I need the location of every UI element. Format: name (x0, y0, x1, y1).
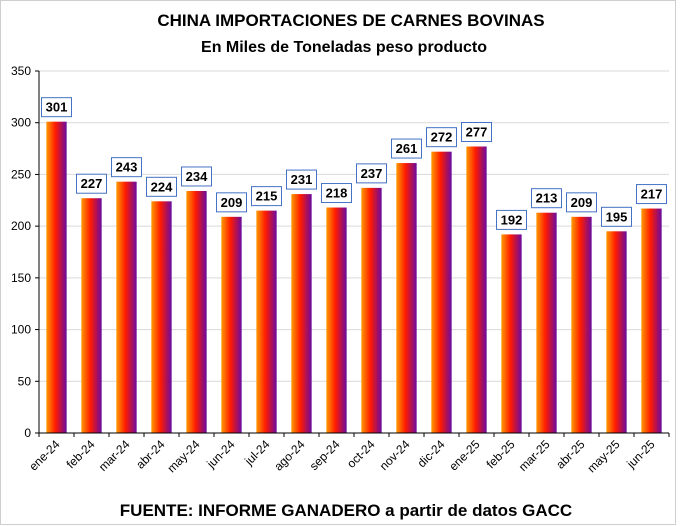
x-tick-label: sep-24 (307, 437, 343, 473)
data-label-box (531, 188, 562, 209)
data-label-box (356, 163, 387, 184)
data-label-box (601, 206, 632, 227)
y-tick-label: 300 (11, 116, 31, 130)
bar-may-24 (186, 190, 207, 433)
y-tick-label: 150 (11, 271, 31, 285)
y-axis-ticks: 0 50 100 150 200 250 300 350 (11, 64, 39, 440)
data-label-box (636, 184, 667, 205)
bar-mar-25 (536, 212, 557, 433)
data-label-box (111, 157, 142, 178)
y-tick-label: 350 (11, 64, 31, 78)
bar-oct-24 (361, 187, 382, 433)
x-tick-label: ene-25 (446, 437, 483, 474)
y-tick-label: 50 (18, 374, 32, 388)
data-label-box (461, 122, 492, 143)
bars (46, 121, 662, 434)
chart-title: CHINA IMPORTACIONES DE CARNES BOVINAS (157, 11, 544, 30)
bar-feb-24 (81, 198, 102, 433)
bar-ago-24 (291, 194, 312, 433)
data-label: 209 (221, 195, 243, 210)
bar-feb-25 (501, 234, 522, 433)
y-tick-label: 200 (11, 219, 31, 233)
x-tick-label: may-24 (164, 437, 202, 475)
data-label-box (321, 183, 352, 204)
x-tick-label: jun-24 (203, 437, 237, 471)
data-label-box (496, 209, 527, 230)
data-label: 192 (501, 212, 523, 227)
x-tick-label: oct-24 (344, 437, 378, 471)
data-label-box (76, 173, 107, 194)
data-label-box (391, 138, 422, 159)
data-label: 209 (571, 195, 593, 210)
data-label: 277 (466, 125, 488, 140)
data-label: 213 (536, 191, 558, 206)
bar-mar-24 (116, 181, 137, 433)
bar-sep-24 (326, 207, 347, 433)
x-tick-label: mar-24 (96, 437, 133, 474)
bar-dic-24 (431, 151, 452, 433)
bar-nov-24 (396, 163, 417, 433)
x-tick-label: jun-25 (623, 437, 657, 471)
x-tick-label: feb-25 (484, 437, 518, 471)
x-tick-label: ene-24 (26, 437, 63, 474)
chart-subtitle: En Miles de Toneladas peso producto (201, 39, 487, 56)
x-tick-label: feb-24 (64, 437, 98, 471)
bar-jul-24 (256, 210, 277, 433)
data-label: 234 (186, 169, 208, 184)
data-label-box (566, 192, 597, 213)
x-tick-label: nov-24 (377, 437, 413, 473)
x-tick-label: may-25 (584, 437, 622, 475)
y-tick-label: 250 (11, 167, 31, 181)
bar-abr-25 (571, 216, 592, 433)
x-tick-label: abr-25 (553, 437, 588, 472)
data-label-box (286, 169, 317, 190)
bar-may-25 (606, 231, 627, 433)
x-tick-label: dic-24 (415, 437, 448, 470)
data-label: 217 (641, 187, 663, 202)
data-label-box (216, 192, 247, 213)
data-label: 272 (431, 130, 453, 145)
data-labels: 301 227 243 224 234 209 215 231 218 237 261 272 277 1… (41, 97, 667, 230)
x-tick-label: ago-24 (271, 437, 308, 474)
x-tick-label: abr-24 (133, 437, 168, 472)
data-label-box (146, 176, 177, 197)
data-label-box (181, 166, 212, 187)
chart-footer: FUENTE: INFORME GANADERO a partir de dat… (120, 501, 572, 520)
data-label: 215 (256, 189, 278, 204)
gridlines (39, 70, 669, 382)
bar-jun-24 (221, 216, 242, 433)
data-label-box (426, 127, 457, 148)
data-label-box (41, 97, 72, 118)
data-label: 231 (291, 172, 313, 187)
data-label: 224 (151, 179, 173, 194)
data-label: 227 (81, 176, 103, 191)
x-tick-label: jul-24 (241, 437, 273, 469)
data-label-box (251, 186, 282, 207)
y-tick-label: 0 (24, 426, 31, 440)
data-label: 301 (46, 100, 68, 115)
bar-abr-24 (151, 201, 172, 433)
x-tick-label: mar-25 (516, 437, 553, 474)
data-label: 237 (361, 166, 383, 181)
data-label: 261 (396, 141, 418, 156)
bar-jun-25 (641, 208, 662, 433)
data-label: 195 (606, 209, 628, 224)
data-label: 218 (326, 186, 348, 201)
bar-ene-24 (46, 121, 67, 434)
bar-ene-25 (466, 146, 487, 433)
y-tick-label: 100 (11, 323, 31, 337)
data-label: 243 (116, 160, 138, 175)
